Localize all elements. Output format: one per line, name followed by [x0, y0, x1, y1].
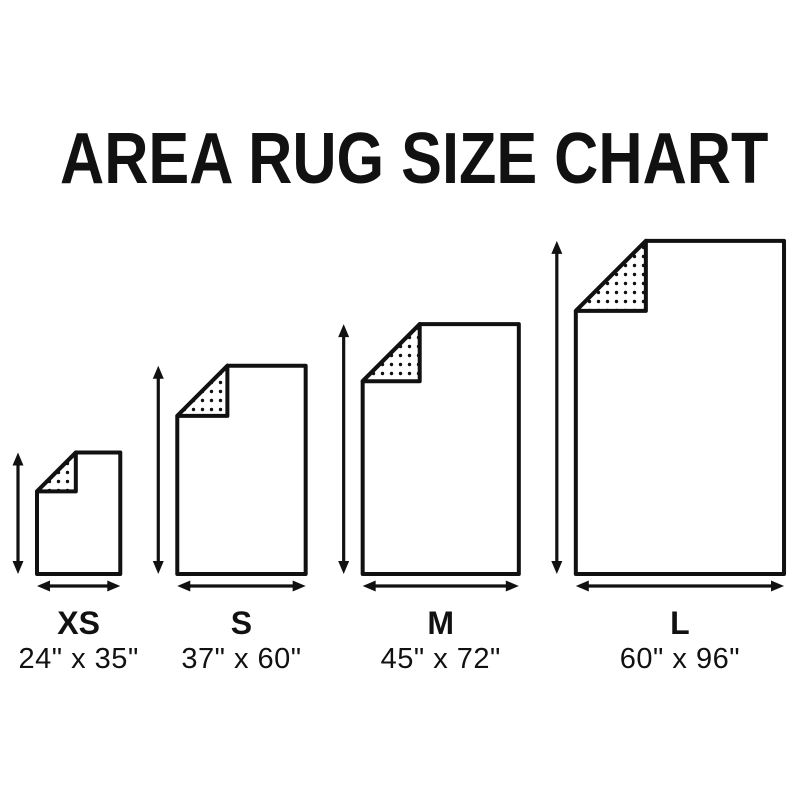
arrowhead-right-icon: [107, 580, 121, 592]
arrowhead-down-icon: [12, 561, 24, 574]
arrowhead-up-icon: [152, 365, 164, 379]
arrowhead-right-icon: [505, 580, 519, 592]
rug-figure-s: [152, 363, 308, 592]
rug-fold-xs: [35, 450, 78, 494]
arrowhead-down-icon: [551, 561, 563, 574]
height-arrow-s: [152, 365, 164, 574]
height-arrow-m: [338, 324, 350, 574]
arrowhead-left-icon: [362, 580, 376, 592]
arrowhead-up-icon: [12, 452, 24, 466]
rug-fold-l: [573, 238, 648, 313]
arrowhead-left-icon: [177, 580, 191, 592]
height-arrow-xs: [12, 452, 24, 574]
width-arrow-m: [362, 580, 519, 592]
arrowhead-right-icon: [292, 580, 306, 592]
rug-outline-xs: [35, 450, 123, 576]
arrowhead-left-icon: [37, 580, 50, 592]
arrowhead-down-icon: [338, 561, 350, 574]
rug-figure-l: [551, 238, 787, 592]
rug-fold-s: [175, 363, 230, 418]
rug-figure-xs: [12, 450, 123, 592]
height-arrow-l: [551, 240, 563, 574]
arrowhead-right-icon: [771, 580, 785, 592]
rug-figure-m: [338, 322, 521, 592]
arrowhead-left-icon: [575, 580, 589, 592]
width-arrow-l: [575, 580, 785, 592]
width-arrow-s: [177, 580, 306, 592]
arrowhead-up-icon: [551, 240, 563, 254]
rug-fold-m: [360, 322, 422, 384]
width-arrow-xs: [37, 580, 121, 592]
page-title: AREA RUG SIZE CHART: [60, 119, 769, 199]
arrowhead-down-icon: [152, 561, 164, 574]
arrowhead-up-icon: [338, 324, 350, 338]
